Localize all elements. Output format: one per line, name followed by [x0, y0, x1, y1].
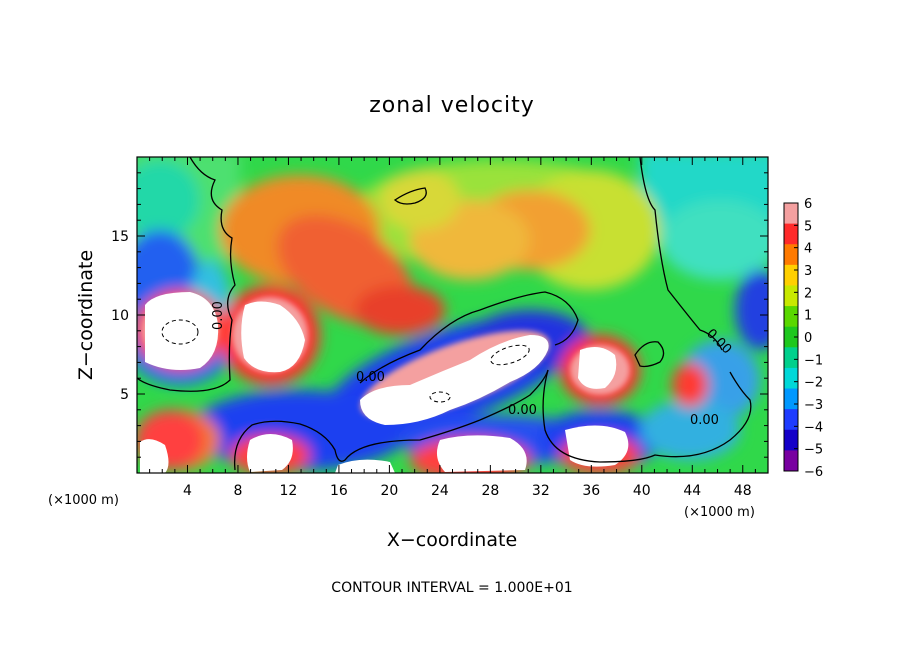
- colorbar: 6 5 4 3 2 1 0 −1 −2 −3 −4 −5 −6: [783, 197, 823, 480]
- colorbar-segment: [784, 285, 798, 307]
- colorbar-label: 6: [804, 197, 812, 212]
- contour-label: 0.00: [690, 413, 719, 428]
- y-tick-label: 15: [111, 229, 129, 245]
- colorbar-segment: [784, 223, 798, 245]
- x-tick-label: 24: [431, 483, 449, 499]
- colorbar-segment: [784, 429, 798, 451]
- colorbar-label: −1: [804, 353, 823, 368]
- colorbar-label: 1: [804, 309, 812, 324]
- colorbar-segment: [784, 388, 798, 410]
- colorbar-label: 3: [804, 264, 812, 279]
- zero-contours: [137, 157, 752, 471]
- y-axis-unit: (×1000 m): [48, 493, 119, 508]
- colorbar-label: 4: [804, 242, 812, 257]
- x-tick-label: 48: [734, 483, 752, 499]
- contour-label: 0.00: [211, 301, 226, 330]
- y-axis: 5 10 15: [111, 172, 768, 458]
- colorbar-label: −5: [804, 443, 823, 458]
- colorbar-segment: [784, 347, 798, 369]
- x-tick-label: 20: [380, 483, 398, 499]
- colorbar-label: −2: [804, 376, 823, 391]
- x-axis-unit: (×1000 m): [684, 505, 755, 520]
- colorbar-segment: [784, 409, 798, 431]
- colorbar-label: 5: [804, 219, 812, 234]
- y-tick-label: 5: [120, 387, 129, 403]
- x-tick-label: 40: [633, 483, 651, 499]
- colorbar-label: −4: [804, 420, 823, 435]
- colorbar-segment: [784, 450, 798, 472]
- colorbar-segment: [784, 264, 798, 286]
- colorbar-segment: [784, 244, 798, 266]
- x-tick-label: 36: [582, 483, 600, 499]
- colorbar-label: −6: [804, 465, 823, 480]
- dashed-contours: [161, 319, 530, 403]
- heatmap-field: 0.00 0.00 0.00 0.00 0.00: [137, 157, 768, 473]
- contour-label: 0.00: [508, 403, 537, 418]
- x-tick-label: 12: [280, 483, 298, 499]
- x-tick-label: 32: [532, 483, 550, 499]
- x-axis: 4 8 12 16 20 24 28 32 36 40 44 48: [149, 157, 756, 499]
- colorbar-segment: [784, 306, 798, 328]
- x-axis-label: X−coordinate: [387, 529, 517, 551]
- x-tick-label: 16: [330, 483, 348, 499]
- contour-interval-note: CONTOUR INTERVAL = 1.000E+01: [331, 580, 572, 596]
- saturated-regions: [140, 292, 629, 473]
- x-tick-label: 28: [481, 483, 499, 499]
- x-tick-label: 8: [233, 483, 242, 499]
- colorbar-label: 0: [804, 331, 812, 346]
- colorbar-segment: [784, 367, 798, 390]
- y-tick-label: 10: [111, 308, 129, 324]
- colorbar-label: −3: [804, 398, 823, 413]
- x-tick-label: 4: [183, 483, 192, 499]
- colorbar-segment: [784, 326, 798, 348]
- contour-label: 0.00: [356, 370, 385, 385]
- colorbar-label: 2: [804, 286, 812, 301]
- y-axis-label: Z−coordinate: [75, 250, 97, 380]
- chart-title: zonal velocity: [369, 93, 535, 118]
- colorbar-segment: [784, 203, 798, 225]
- x-tick-label: 44: [683, 483, 701, 499]
